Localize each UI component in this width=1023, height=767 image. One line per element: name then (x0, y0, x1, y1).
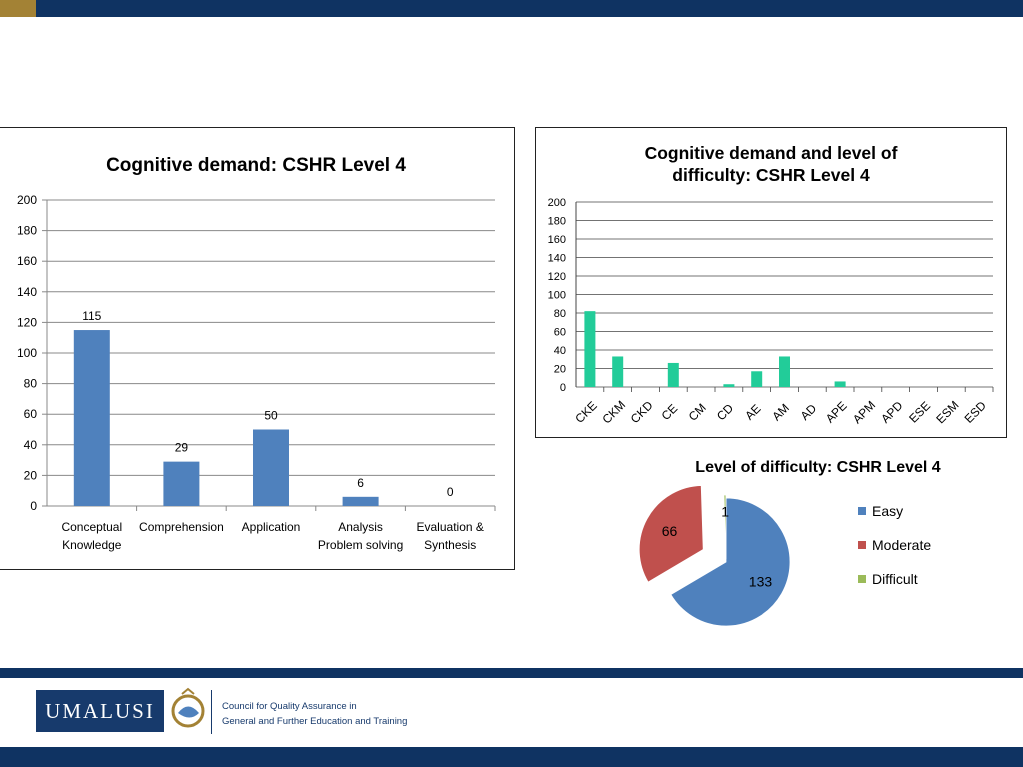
x-tick-label: Synthesis (424, 538, 476, 552)
y-tick-label: 100 (548, 290, 566, 302)
y-tick-label: 200 (17, 193, 37, 207)
footer-tagline: Council for Quality Assurance in General… (222, 699, 407, 729)
y-tick-label: 20 (554, 364, 566, 376)
bar (834, 381, 846, 387)
legend-swatch (858, 507, 866, 515)
umalusi-logo: UMALUSI (36, 690, 164, 732)
x-tick-label: APM (850, 398, 878, 426)
y-tick-label: 40 (24, 438, 38, 452)
y-tick-label: 200 (548, 197, 566, 209)
y-tick-label: 120 (17, 315, 37, 329)
y-tick-label: 60 (24, 407, 38, 421)
x-tick-label: Conceptual (61, 520, 122, 534)
chart-title: Cognitive demand: CSHR Level 4 (106, 155, 406, 176)
data-label: 29 (175, 441, 189, 455)
slice-label: 1 (721, 504, 729, 520)
data-label: 50 (264, 409, 278, 423)
chart-title: difficulty: CSHR Level 4 (672, 165, 870, 185)
legend-label: Easy (872, 503, 903, 519)
x-tick-label: APE (823, 399, 850, 426)
y-tick-label: 160 (17, 254, 37, 268)
demand-difficulty-chart: Cognitive demand and level ofdifficulty:… (548, 143, 994, 427)
y-tick-label: 160 (548, 234, 566, 246)
y-tick-label: 120 (548, 271, 566, 283)
x-tick-label: Problem solving (318, 538, 403, 552)
y-tick-label: 180 (548, 216, 566, 228)
y-tick-label: 180 (17, 224, 37, 238)
x-tick-label: ESD (962, 398, 990, 426)
x-tick-label: Analysis (338, 520, 383, 534)
bar (723, 384, 735, 387)
y-tick-label: 60 (554, 327, 566, 339)
cognitive-demand-chart-panel: Cognitive demand: CSHR Level 4 0 20 40 60 80 1… (0, 127, 515, 570)
x-tick-label: Knowledge (62, 538, 122, 552)
y-tick-label: 140 (548, 253, 566, 265)
umalusi-emblem-icon (171, 687, 205, 728)
demand-difficulty-chart-panel: Cognitive demand and level of difficulty:… (535, 127, 1007, 438)
bar (667, 362, 679, 387)
bar (751, 371, 763, 387)
y-tick-label: 100 (17, 346, 37, 360)
footer-bar-bottom (0, 747, 1023, 767)
tagline-line-1: Council for Quality Assurance in (222, 701, 357, 712)
y-tick-label: 140 (17, 285, 37, 299)
y-tick-label: 40 (554, 345, 566, 357)
x-tick-label: CM (686, 401, 709, 424)
x-tick-label: CKM (599, 398, 628, 427)
x-tick-label: Comprehension (139, 520, 224, 534)
difficulty-pie-chart: Level of difficulty: CSHR Level 4 133 Easy… (638, 459, 941, 627)
pie-slice (670, 497, 791, 627)
legend-swatch (858, 541, 866, 549)
cognitive-demand-chart: Cognitive demand: CSHR Level 40204060801… (17, 155, 496, 552)
header-accent (0, 0, 36, 17)
x-tick-label: AE (742, 402, 763, 423)
legend-label: Difficult (872, 571, 918, 587)
chart-title: Level of difficulty: CSHR Level 4 (695, 459, 940, 476)
slice-label: 133 (749, 574, 773, 590)
x-tick-label: AM (769, 401, 792, 424)
chart-title: Cognitive demand and level of (645, 143, 898, 163)
data-label: 6 (357, 476, 364, 490)
x-tick-label: CKE (572, 398, 599, 425)
logo-divider (211, 690, 212, 734)
bar (342, 496, 379, 506)
pie-slice (723, 494, 727, 560)
bar (163, 461, 200, 506)
data-label: 0 (447, 485, 454, 499)
y-tick-label: 0 (30, 499, 37, 513)
slice-label: 66 (662, 523, 678, 539)
data-label: 115 (82, 309, 101, 323)
x-tick-label: ESM (933, 398, 961, 426)
x-tick-label: CKD (628, 398, 656, 426)
y-tick-label: 0 (560, 382, 566, 394)
bar (73, 330, 110, 506)
bar (779, 356, 790, 387)
y-tick-label: 20 (24, 468, 38, 482)
x-tick-label: AD (798, 401, 820, 423)
legend-swatch (858, 575, 866, 583)
x-tick-label: Evaluation & (417, 520, 484, 534)
header-bar (0, 0, 1023, 17)
x-tick-label: CD (714, 401, 736, 423)
x-tick-label: Application (242, 520, 301, 534)
y-tick-label: 80 (554, 308, 566, 320)
x-tick-label: APD (878, 398, 906, 426)
footer-bar-top (0, 668, 1023, 678)
x-tick-label: CE (659, 401, 681, 423)
y-tick-label: 80 (24, 377, 38, 391)
pie-slice (638, 485, 704, 583)
legend-label: Moderate (872, 537, 931, 553)
x-tick-label: ESE (906, 399, 933, 426)
bar (253, 429, 289, 506)
bar (584, 311, 596, 387)
tagline-line-2: General and Further Education and Traini… (222, 716, 408, 727)
bar (612, 356, 624, 387)
